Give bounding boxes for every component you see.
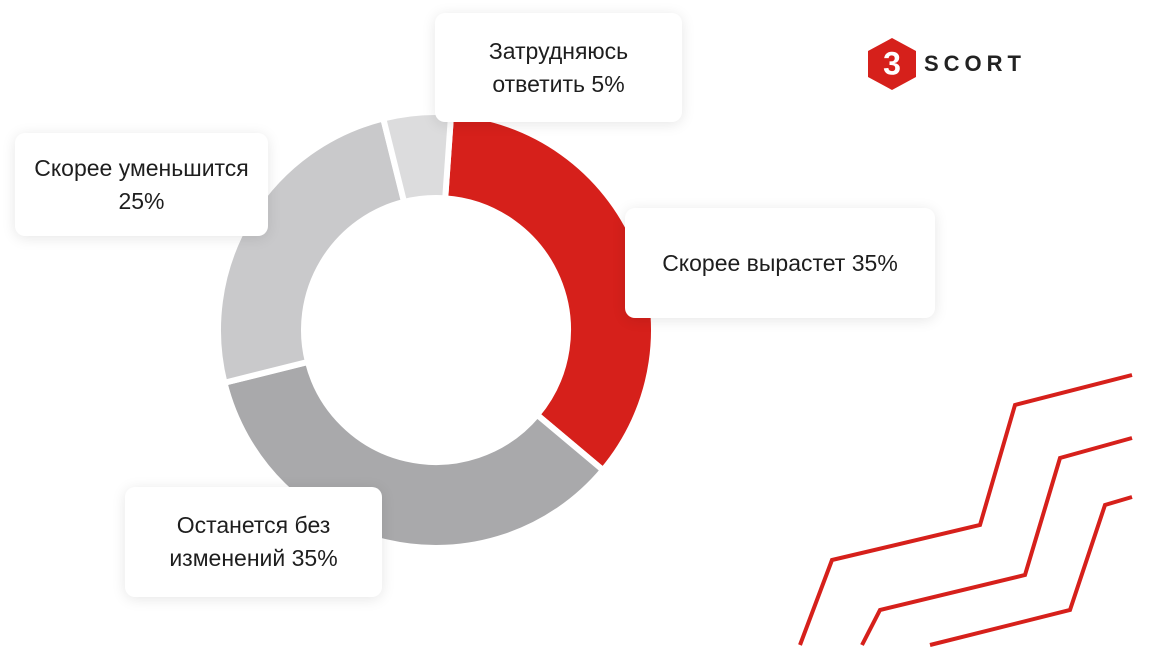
slice-label-text: Скорее вырастет 35%	[662, 247, 898, 280]
slice-label-text: Затрудняюсь ответить 5%	[453, 35, 664, 101]
slice-label: Останется без изменений 35%	[125, 487, 382, 597]
decor-lines	[798, 373, 1133, 647]
value-label: 35%	[291, 545, 338, 571]
category-name: Скорее вырастет	[662, 249, 846, 276]
logo-mark: 3	[868, 38, 916, 90]
value-label: 25%	[118, 187, 165, 214]
slice-label-text: Скорее уменьшится 25%	[33, 152, 250, 218]
donut-slice	[442, 109, 657, 474]
logo-text: SCORT	[924, 51, 1026, 76]
slice-label: Затрудняюсь ответить 5%	[435, 13, 682, 122]
slice-label-text: Останется без изменений 35%	[143, 509, 364, 575]
logo: 3 SCORT	[866, 36, 1026, 92]
value-label: 35%	[851, 249, 898, 276]
category-name: Скорее уменьшится	[34, 154, 249, 181]
value-label: 5%	[591, 70, 625, 97]
slice-label: Скорее уменьшится 25%	[15, 133, 268, 236]
donut-slice	[380, 109, 455, 205]
donut-slice	[215, 115, 408, 386]
logo-digit: 3	[883, 45, 901, 81]
category-name: Останется без изменений	[169, 512, 331, 571]
category-name: Затрудняюсь ответить	[488, 37, 629, 97]
slice-label: Скорее вырастет 35%	[625, 208, 935, 318]
